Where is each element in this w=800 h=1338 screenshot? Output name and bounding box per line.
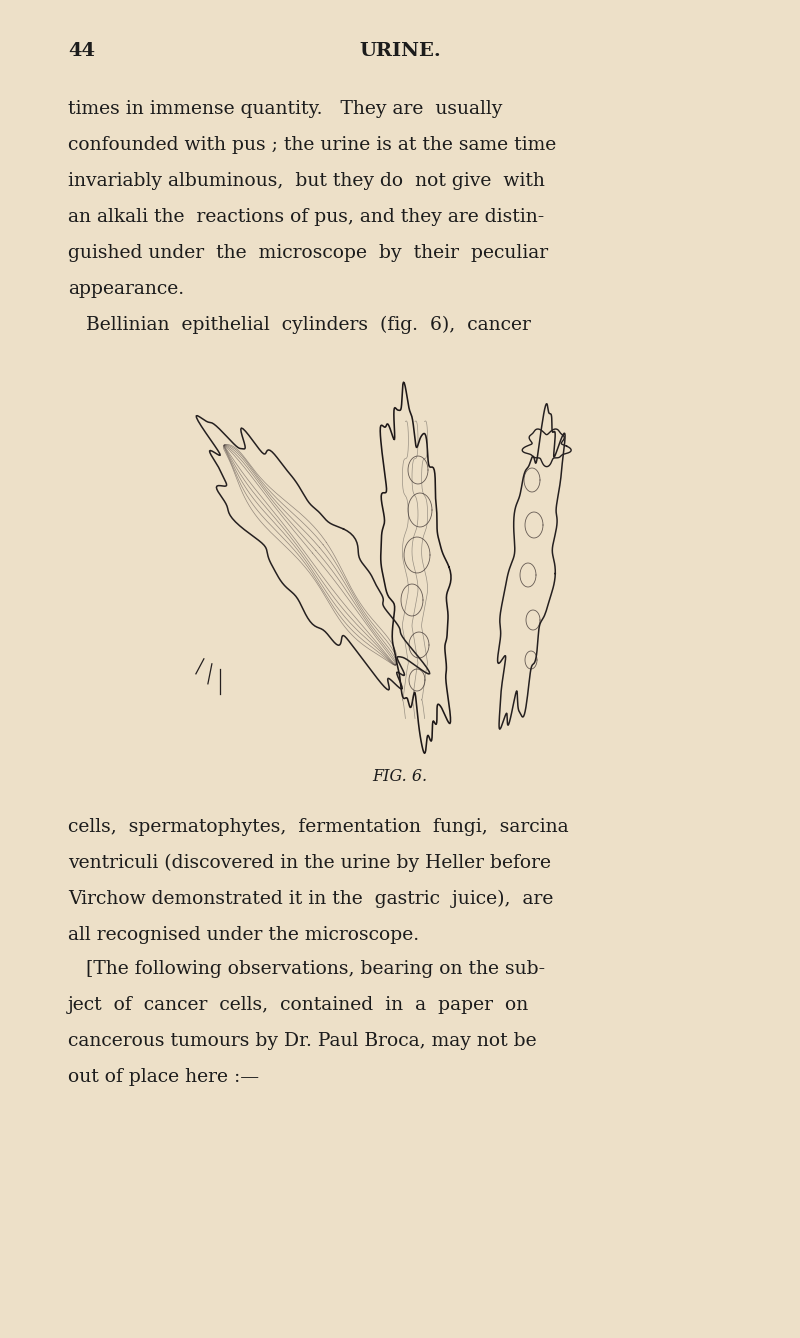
Text: cancerous tumours by Dr. Paul Broca, may not be: cancerous tumours by Dr. Paul Broca, may… [68,1032,537,1050]
Text: FIG. 6.: FIG. 6. [373,768,427,785]
Text: appearance.: appearance. [68,280,184,298]
Text: guished under  the  microscope  by  their  peculiar: guished under the microscope by their pe… [68,244,548,262]
Text: Virchow demonstrated it in the  gastric  juice),  are: Virchow demonstrated it in the gastric j… [68,890,554,909]
Text: invariably albuminous,  but they do  not give  with: invariably albuminous, but they do not g… [68,173,545,190]
Text: ject  of  cancer  cells,  contained  in  a  paper  on: ject of cancer cells, contained in a pap… [68,995,530,1014]
Text: URINE.: URINE. [359,41,441,60]
Text: times in immense quantity.   They are  usually: times in immense quantity. They are usua… [68,100,502,118]
Text: Bellinian  epithelial  cylinders  (fig.  6),  cancer: Bellinian epithelial cylinders (fig. 6),… [68,316,531,334]
Text: ventriculi (discovered in the urine by Heller before: ventriculi (discovered in the urine by H… [68,854,551,872]
Text: out of place here :—: out of place here :— [68,1068,259,1086]
Text: confounded with pus ; the urine is at the same time: confounded with pus ; the urine is at th… [68,136,556,154]
Text: cells,  spermatophytes,  fermentation  fungi,  sarcina: cells, spermatophytes, fermentation fung… [68,818,569,836]
Text: [The following observations, bearing on the sub-: [The following observations, bearing on … [68,959,545,978]
Text: an alkali the  reactions of pus, and they are distin-: an alkali the reactions of pus, and they… [68,207,544,226]
Text: all recognised under the microscope.: all recognised under the microscope. [68,926,419,945]
Text: 44: 44 [68,41,95,60]
